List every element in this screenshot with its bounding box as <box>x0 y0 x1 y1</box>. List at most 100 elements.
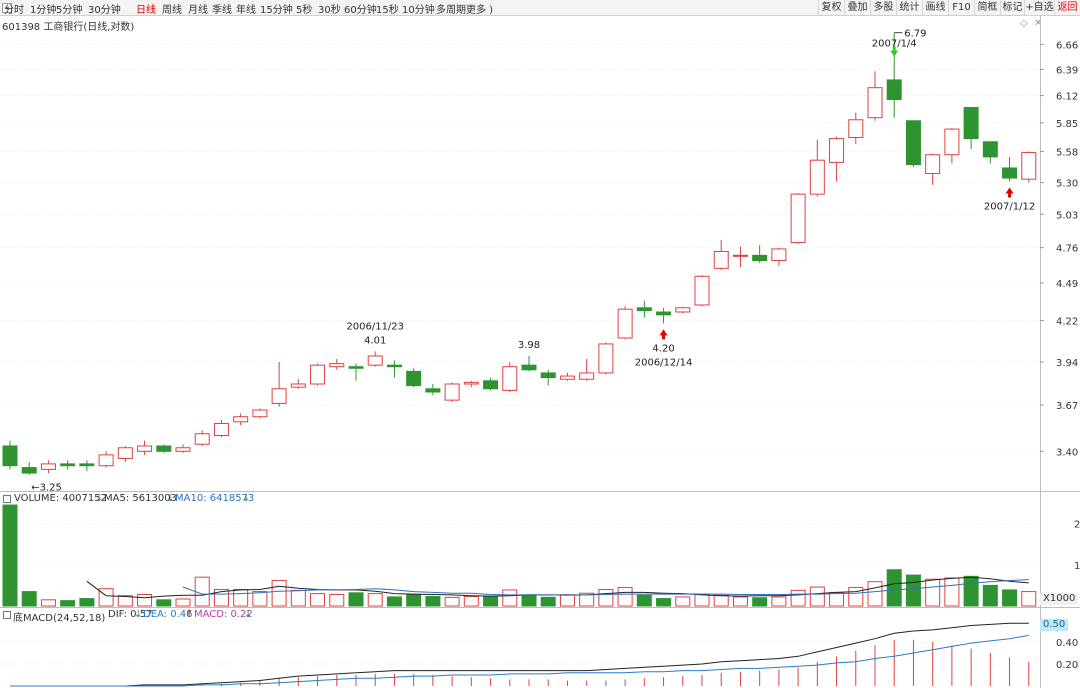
volume-bar-41 <box>790 589 806 607</box>
period-tab-4[interactable]: 日线 <box>136 5 156 16</box>
candle-body-44 <box>848 119 864 139</box>
candle-body-6 <box>117 447 133 459</box>
period-tab-2[interactable]: 5分钟 <box>56 5 83 16</box>
volume-bar-12 <box>233 589 249 607</box>
candle-body-35 <box>675 307 691 313</box>
candle-body-31 <box>598 343 614 374</box>
candle-body-11 <box>213 422 229 436</box>
macd-dif-line <box>10 622 1029 687</box>
candle-body-9 <box>175 447 191 452</box>
candle-body-45 <box>867 87 883 119</box>
period-tab-7[interactable]: 季线 <box>212 5 232 16</box>
ma10-down-arrow-icon: ↓ <box>242 493 251 504</box>
volume-macd-divider <box>0 607 1080 608</box>
toolbar-button-9[interactable]: 返回 <box>1054 0 1080 15</box>
volume-bar-20 <box>386 596 402 607</box>
volume-unit-badge: X1000 <box>1040 593 1079 605</box>
candle-body-0 <box>2 445 18 467</box>
candle-body-14 <box>271 388 287 404</box>
period-tab-0[interactable]: 分时 <box>4 5 24 16</box>
candle-body-46 <box>886 79 902 101</box>
toolbar-button-5[interactable]: F10 <box>948 0 974 15</box>
toolbar-button-2[interactable]: 多股 <box>870 0 896 15</box>
period-tab-16[interactable]: 更多 ) <box>466 5 494 16</box>
candle-body-43 <box>829 138 845 163</box>
candle-body-16 <box>310 364 326 385</box>
candle-body-1 <box>21 467 37 474</box>
candle-body-50 <box>963 107 979 140</box>
candle-body-23 <box>444 383 460 401</box>
toolbar-button-1[interactable]: 叠加 <box>844 0 870 15</box>
toolbar-button-0[interactable]: 复权 <box>818 0 844 15</box>
candle-body-39 <box>752 254 768 262</box>
macd-tick-label-0: 0.20 <box>1056 660 1078 671</box>
candle-body-40 <box>771 248 787 262</box>
period-tab-8[interactable]: 年线 <box>236 5 256 16</box>
candle-body-52 <box>1002 167 1018 179</box>
period-tab-15[interactable]: 多周期 <box>436 5 466 16</box>
toolbar-button-8[interactable]: +自选 <box>1024 0 1054 15</box>
period-tab-3[interactable]: 30分钟 <box>88 5 121 16</box>
close-icon[interactable]: ✕ <box>1034 18 1043 29</box>
macd-dea-line <box>10 634 1029 687</box>
volume-bar-3 <box>60 600 76 607</box>
volume-bar-50 <box>963 575 979 607</box>
volume-bar-52 <box>1002 589 1018 607</box>
period-tab-13[interactable]: 15秒 <box>376 5 399 16</box>
diamond-icon[interactable]: ◇ <box>1020 18 1028 29</box>
volume-bar-48 <box>925 578 941 607</box>
period-tab-14[interactable]: 10分钟 <box>402 5 435 16</box>
low-marker-arrow-4 <box>659 329 668 340</box>
period-tab-11[interactable]: 30秒 <box>318 5 341 16</box>
volume-bar-2 <box>40 599 56 607</box>
macd-header-label: 底MACD(24,52,18) <box>13 613 106 624</box>
volume-bar-36 <box>694 593 710 607</box>
volume-bar-8 <box>156 599 172 607</box>
period-tab-9[interactable]: 15分钟 <box>260 5 293 16</box>
volume-bar-45 <box>867 581 883 607</box>
toolbar-button-4[interactable]: 画线 <box>922 0 948 15</box>
price-annotation-7: 2007/1/4 <box>872 39 917 50</box>
volume-ma5-label: MA5: 5613003 <box>104 493 177 504</box>
price-tick-label-10: 6.12 <box>1056 92 1078 103</box>
period-tab-1[interactable]: 1分钟 <box>30 5 57 16</box>
volume-down-arrow-icon: ↓ <box>95 493 104 504</box>
stock-title: 601398 工商银行(日线,对数) <box>2 22 135 33</box>
volume-bar-27 <box>521 594 537 607</box>
candle-body-53 <box>1021 152 1037 180</box>
candle-body-28 <box>540 372 556 379</box>
period-tab-12[interactable]: 60分钟 <box>344 5 377 16</box>
price-volume-divider <box>0 491 1080 492</box>
candle-body-7 <box>137 445 153 452</box>
period-tab-10[interactable]: 5秒 <box>296 5 313 16</box>
price-tick-label-4: 4.49 <box>1056 279 1078 290</box>
volume-tick-label-1: 20000 <box>1074 520 1080 531</box>
price-annotation-2: 2006/11/23 <box>346 321 404 332</box>
price-tick-label-7: 5.30 <box>1056 179 1078 190</box>
period-tab-6[interactable]: 月线 <box>188 5 208 16</box>
dif-down-arrow-icon: ↓ <box>134 609 143 620</box>
macd-panel-icon[interactable] <box>3 611 11 619</box>
volume-panel-icon[interactable] <box>3 495 11 503</box>
candle-body-41 <box>790 193 806 244</box>
toolbar-button-7[interactable]: 标记 <box>1000 0 1024 15</box>
volume-bar-13 <box>252 591 268 607</box>
volume-bar-14 <box>271 579 287 607</box>
candle-body-47 <box>905 120 921 166</box>
volume-bar-9 <box>175 598 191 607</box>
macd-tick-label-1: 0.40 <box>1056 638 1078 649</box>
volume-bar-6 <box>117 595 133 607</box>
toolbar-button-6[interactable]: 简框 <box>974 0 1000 15</box>
price-tick-label-2: 3.94 <box>1056 358 1078 369</box>
period-tab-5[interactable]: 周线 <box>162 5 182 16</box>
volume-bar-23 <box>444 596 460 607</box>
toolbar-collapse-icon[interactable]: ◂ <box>2 3 12 13</box>
candle-body-10 <box>194 433 210 445</box>
volume-bar-21 <box>406 593 422 607</box>
toolbar-button-3[interactable]: 统计 <box>896 0 922 15</box>
volume-bar-32 <box>617 586 633 607</box>
price-tick-label-12: 6.66 <box>1056 40 1078 51</box>
price-tick-label-11: 6.39 <box>1056 65 1078 76</box>
